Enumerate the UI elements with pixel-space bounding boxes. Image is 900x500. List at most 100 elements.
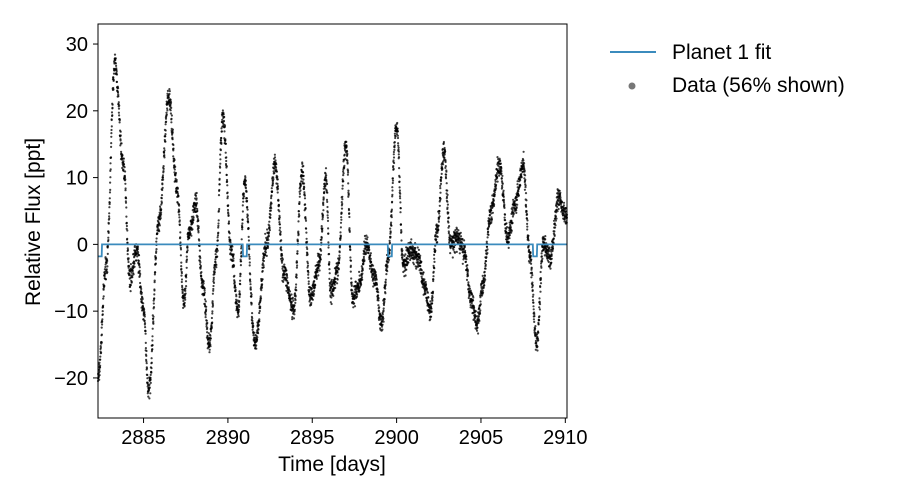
data-point [122,160,125,163]
data-point [258,311,261,315]
data-point [326,191,329,194]
data-point [377,304,380,307]
data-point [429,318,432,321]
data-point [117,87,120,90]
data-point [221,118,224,121]
data-point [319,256,322,259]
data-point [166,109,169,112]
data-point [121,154,124,157]
data-point [390,224,393,227]
data-point [559,203,563,206]
data-point [101,313,104,316]
data-point [158,224,161,227]
data-point [400,239,403,242]
data-point [432,278,435,281]
data-point [397,153,400,156]
data-point [148,397,151,400]
data-point [321,216,324,219]
data-point [112,88,115,91]
data-point [384,283,387,286]
data-point [251,319,254,322]
data-point [154,257,158,260]
data-point [549,267,552,270]
y-tick-label: 20 [66,101,88,123]
data-point [466,269,469,273]
data-point [102,297,105,300]
data-point [117,93,120,96]
data-point [206,326,209,329]
data-point [327,232,330,235]
data-point [158,205,162,208]
data-point [149,378,152,381]
data-point [140,291,143,294]
data-point [222,113,225,116]
data-point [124,170,127,173]
data-point [345,140,348,143]
data-point [260,289,263,292]
data-point [397,150,400,153]
data-point [399,223,403,226]
data-point [502,198,505,201]
data-point [464,249,467,252]
data-point [371,264,375,267]
data-point [437,220,440,223]
data-point [226,195,229,198]
data-point [321,227,324,230]
data-point [531,284,534,287]
data-point [417,248,420,251]
data-point [503,213,507,216]
data-point [152,306,156,309]
data-point [120,142,123,145]
data-point [552,237,555,240]
data-point [322,201,325,204]
data-point [177,208,180,211]
data-point [369,254,372,257]
data-point [109,162,112,165]
data-point [179,248,183,251]
data-point [370,275,374,279]
data-point [138,269,141,272]
data-point [154,271,157,274]
data-point [360,276,364,279]
data-point [347,195,350,198]
data-point [313,280,316,283]
data-point [126,241,129,244]
data-point [424,283,428,286]
data-point [554,224,557,227]
data-point [330,296,333,299]
data-point [321,218,324,221]
data-point [225,173,228,177]
data-point [355,290,358,293]
data-point [381,313,384,316]
data-point [197,231,200,234]
data-point [136,255,139,258]
data-point [324,176,327,179]
data-point [221,109,224,112]
x-tick-label: 2895 [290,427,335,449]
data-point [321,214,325,217]
data-point [278,216,281,219]
data-point [298,201,301,204]
data-point [266,228,269,231]
data-point [203,298,207,301]
data-point [393,132,396,135]
data-point [115,64,118,67]
data-point [501,182,504,185]
data-point [502,189,505,192]
data-point [392,167,395,171]
data-point [273,171,276,174]
data-point [349,246,352,249]
data-point [494,187,498,190]
data-point [338,256,341,259]
data-point [539,282,543,285]
data-point [332,289,335,292]
data-point [158,230,161,233]
data-point [119,144,122,147]
x-axis-label: Time [days] [278,453,386,476]
data-point [386,270,389,273]
data-point [268,229,271,232]
data-point [151,344,154,347]
data-point [171,138,174,141]
data-point [290,293,293,296]
